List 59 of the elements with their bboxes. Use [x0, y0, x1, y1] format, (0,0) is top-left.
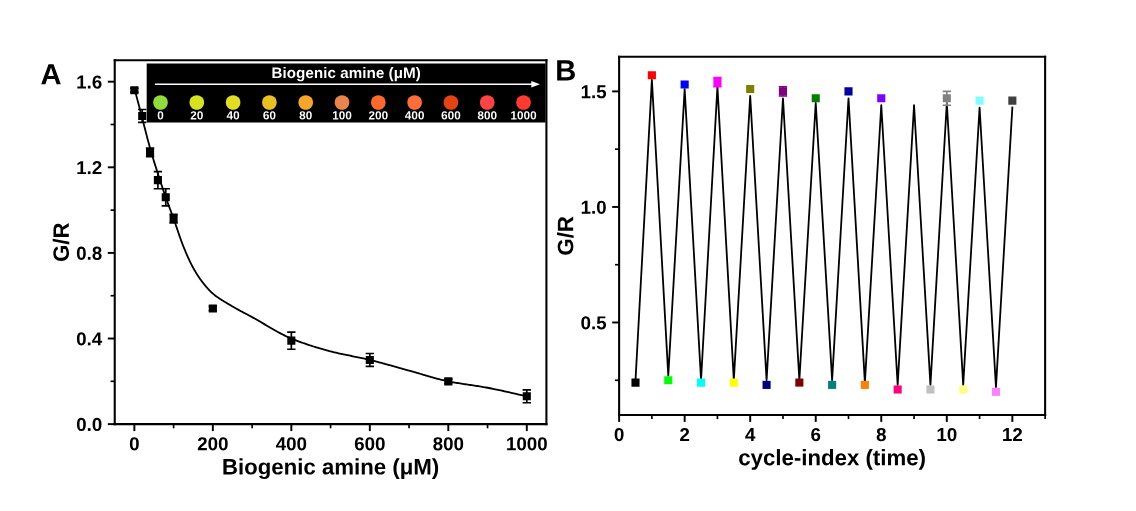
x-axis-title: Biogenic amine (μM)	[223, 458, 439, 480]
point	[844, 87, 853, 96]
y-tick-label: 0.0	[76, 417, 102, 432]
point	[647, 71, 656, 80]
point	[991, 387, 1001, 396]
annotation: Biogenic amine (μM)	[272, 66, 421, 82]
x-tick-label: 0	[129, 437, 139, 451]
x-tick-label: 2	[680, 427, 690, 442]
y-tick-label: 1.6	[77, 75, 102, 89]
annotation: 400	[404, 111, 424, 120]
point	[746, 85, 755, 94]
y-axis-title: G/R	[52, 222, 70, 262]
annotation: 80	[299, 111, 312, 120]
y-tick-label: 1.0	[581, 200, 606, 214]
y-tick-label: 0.5	[581, 316, 607, 330]
point	[762, 380, 771, 389]
y-tick-label: 0.4	[76, 332, 103, 346]
point	[680, 80, 689, 89]
x-tick-label: 400	[275, 437, 307, 451]
annotation: 100	[332, 111, 352, 120]
x-tick-label: 4	[745, 428, 756, 442]
x-tick-label: 12	[1003, 427, 1023, 442]
x-tick-label: 600	[354, 437, 385, 451]
x-tick-label: 200	[197, 437, 228, 451]
point	[795, 378, 804, 387]
annotation: 40	[226, 111, 240, 120]
annotation: 800	[477, 111, 497, 120]
x-tick-label: 800	[433, 437, 464, 451]
y-tick-label: 1.5	[581, 85, 607, 99]
annotation: 200	[368, 111, 388, 120]
point	[1008, 96, 1017, 105]
x-tick-label: 8	[876, 427, 886, 442]
point	[959, 385, 968, 394]
x-tick-label: 0	[614, 427, 624, 442]
x-tick-label: 10	[937, 427, 957, 442]
point	[631, 378, 640, 387]
point	[828, 380, 837, 389]
y-axis-title: G/R	[557, 216, 574, 255]
y-tick-label: 1.2	[77, 161, 102, 175]
x-axis-title: cycle-index (time)	[739, 449, 925, 470]
x-tick-label: 6	[811, 427, 821, 442]
x-tick-label: 1000	[507, 437, 547, 451]
point	[893, 385, 902, 394]
point	[664, 376, 673, 385]
chart-title: A	[41, 64, 61, 85]
point	[729, 378, 738, 387]
y-tick-label: 0.8	[76, 246, 102, 260]
annotation: 1000	[511, 111, 537, 120]
point	[696, 378, 706, 387]
annotation: 20	[190, 111, 203, 120]
point	[860, 380, 869, 389]
point	[975, 96, 984, 105]
point	[926, 385, 935, 394]
annotation: 60	[263, 111, 276, 120]
point	[877, 94, 886, 103]
annotation: 0	[157, 111, 164, 120]
point	[811, 94, 820, 103]
chart-title: B	[557, 60, 575, 81]
annotation: 600	[441, 111, 461, 120]
